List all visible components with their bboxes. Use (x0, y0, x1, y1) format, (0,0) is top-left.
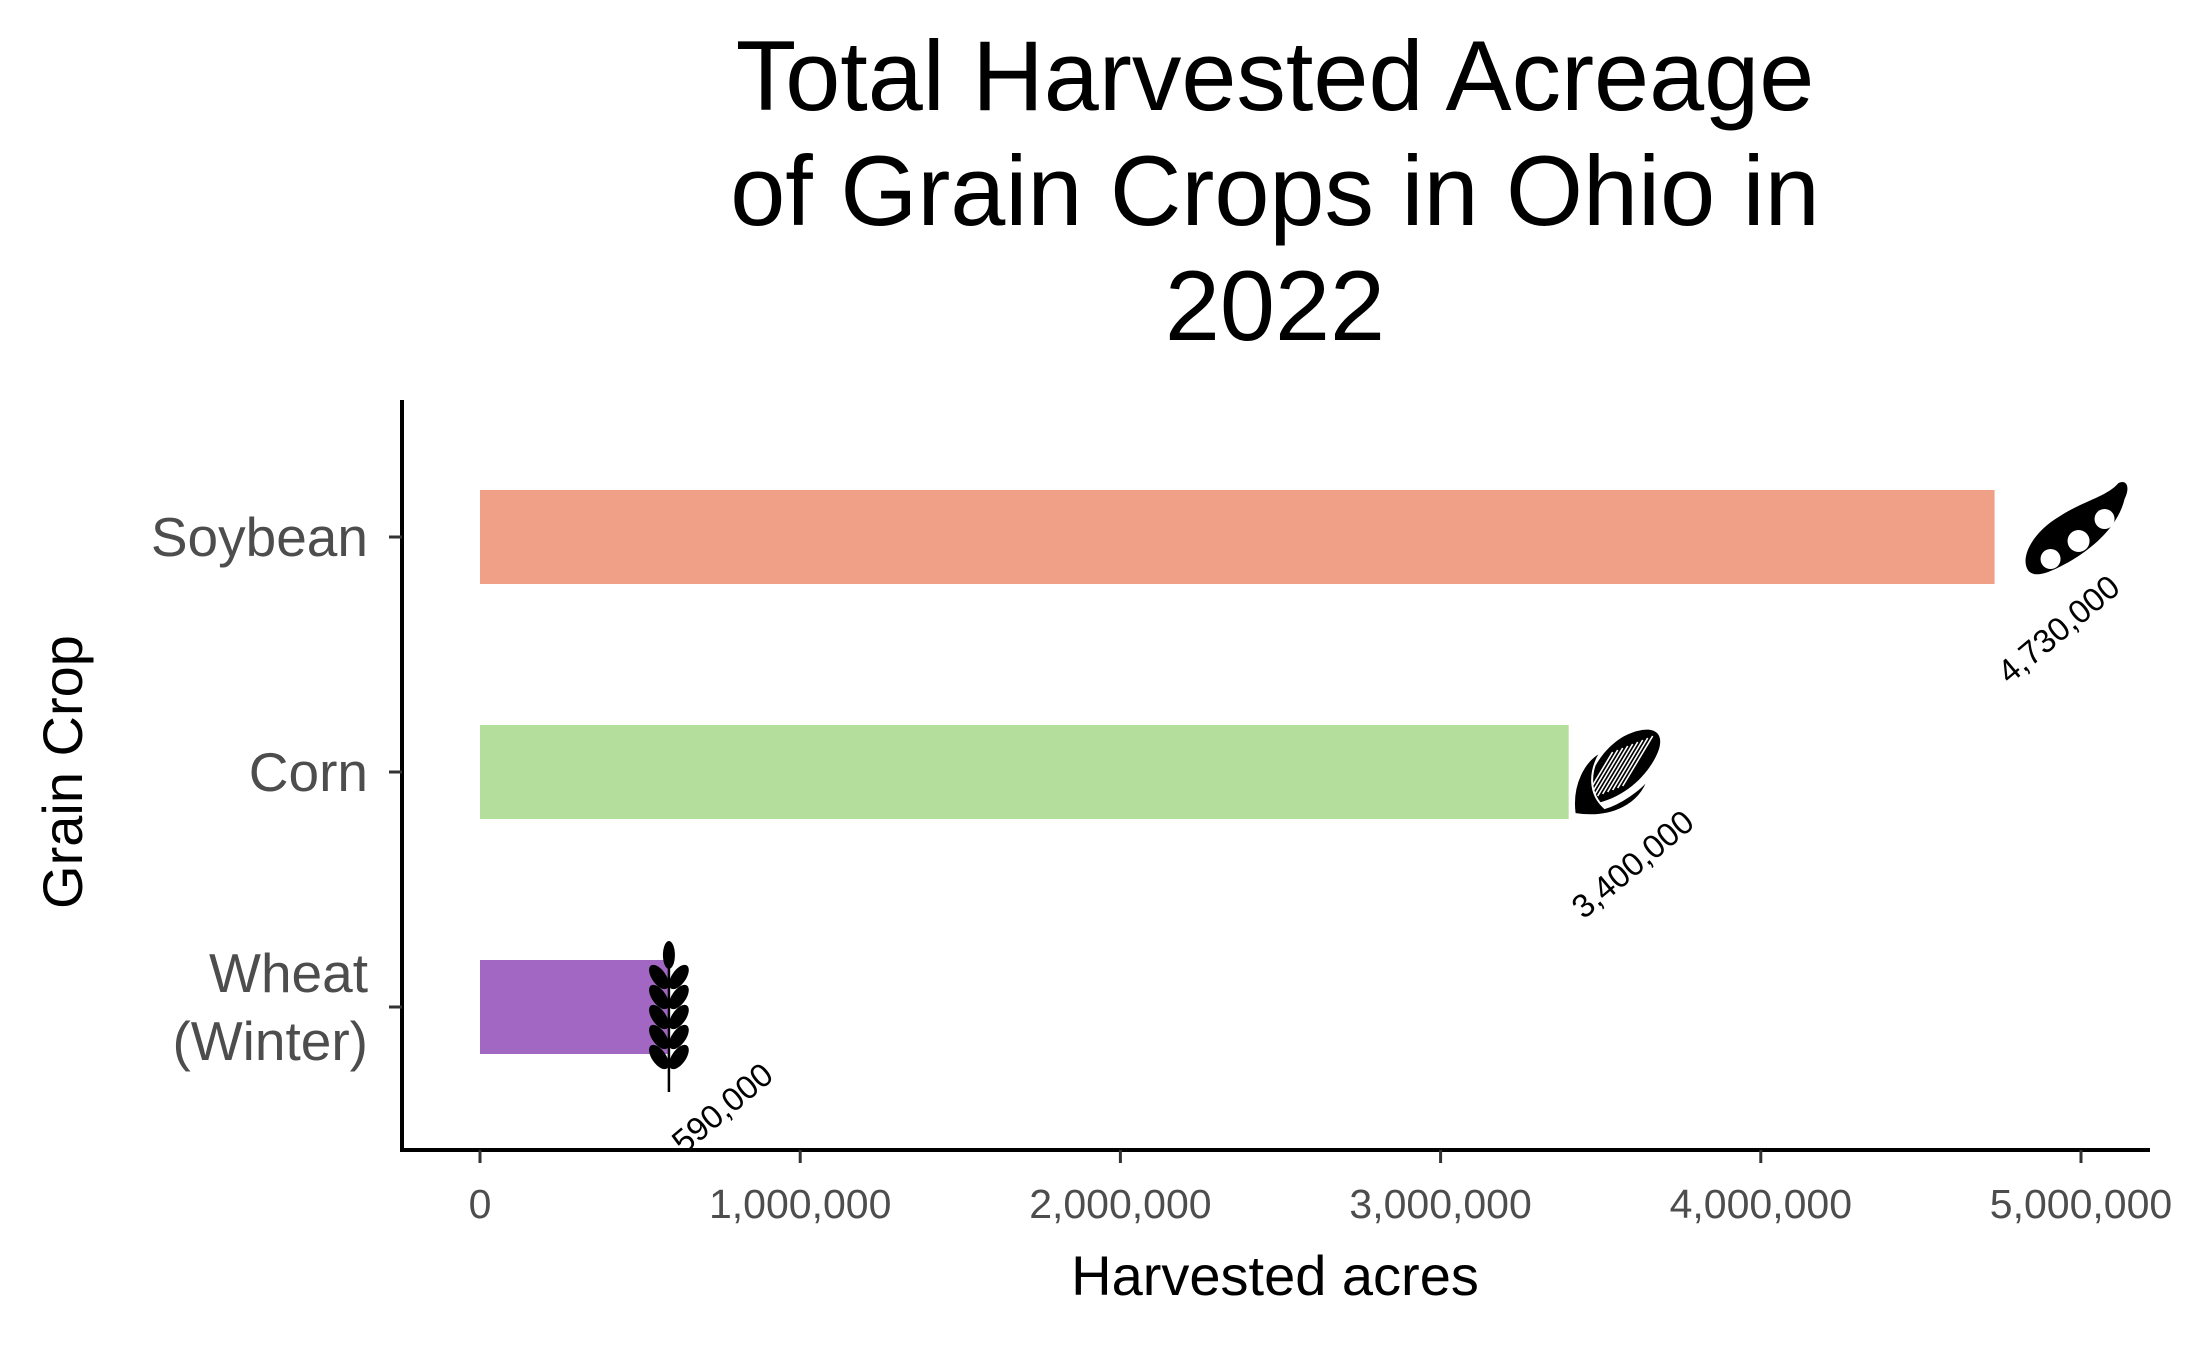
y-tick-label: Wheat (209, 942, 368, 1004)
x-tick-label: 4,000,000 (1670, 1181, 1852, 1227)
wheat-grain (649, 1004, 669, 1030)
value-label: 590,000 (665, 1055, 780, 1160)
chart-title: Total Harvested Acreage of Grain Crops i… (730, 20, 1819, 361)
corn-kernel-line (1596, 745, 1629, 797)
corn-kernel-line (1621, 735, 1654, 787)
value-label: 4,730,000 (1990, 568, 2126, 691)
bar-corn (480, 725, 1569, 819)
wheat-grain (669, 1004, 689, 1030)
y-tick-label: Corn (249, 741, 368, 803)
wheat-grain (662, 941, 675, 969)
wheat-grain (669, 1024, 689, 1050)
soybean-pod-icon (2025, 481, 2128, 575)
x-tick-label: 0 (469, 1181, 492, 1227)
chart-title-line-1: Total Harvested Acreage (736, 20, 1815, 131)
x-tick-label: 2,000,000 (1029, 1181, 1211, 1227)
corn-kernel-line (1601, 743, 1634, 795)
chart-title-line-2: of Grain Crops in Ohio in (730, 135, 1819, 246)
wheat-grain (649, 1024, 669, 1050)
x-tick-label: 1,000,000 (709, 1181, 891, 1227)
soybean-bean (2067, 530, 2090, 552)
corn-kernel-line (1606, 741, 1639, 793)
x-axis-title: Harvested acres (1071, 1244, 1479, 1307)
corn-kernel-line (1611, 739, 1644, 791)
soybean-bean (2040, 549, 2061, 569)
corn-husk-shape (1572, 749, 1650, 817)
y-tick-label: (Winter) (172, 1010, 368, 1072)
corn-kernel-line (1616, 737, 1649, 789)
value-label: 3,400,000 (1564, 803, 1700, 926)
soybean-bean (2094, 509, 2115, 529)
wheat-grain (669, 964, 689, 990)
wheat-grain (649, 984, 669, 1010)
corn-cob-icon (1572, 729, 1661, 817)
bar-wheat-winter (480, 960, 669, 1054)
plot-area: 0 1,000,000 2,000,000 3,000,000 4,000,000 5,0… (151, 400, 2172, 1227)
wheat-grain (669, 984, 689, 1010)
wheat-grain (669, 1044, 689, 1070)
wheat-stalk-icon (649, 941, 689, 1092)
x-tick-label: 5,000,000 (1990, 1181, 2172, 1227)
wheat-grain (649, 1044, 669, 1070)
bar-soybean (480, 490, 1995, 584)
corn-kernel-line (1591, 747, 1624, 799)
y-tick-label: Soybean (151, 506, 368, 568)
y-axis-title: Grain Crop (31, 635, 94, 909)
chart-title-line-3: 2022 (1165, 250, 1385, 361)
wheat-grain (649, 964, 669, 990)
x-tick-label: 3,000,000 (1349, 1181, 1531, 1227)
